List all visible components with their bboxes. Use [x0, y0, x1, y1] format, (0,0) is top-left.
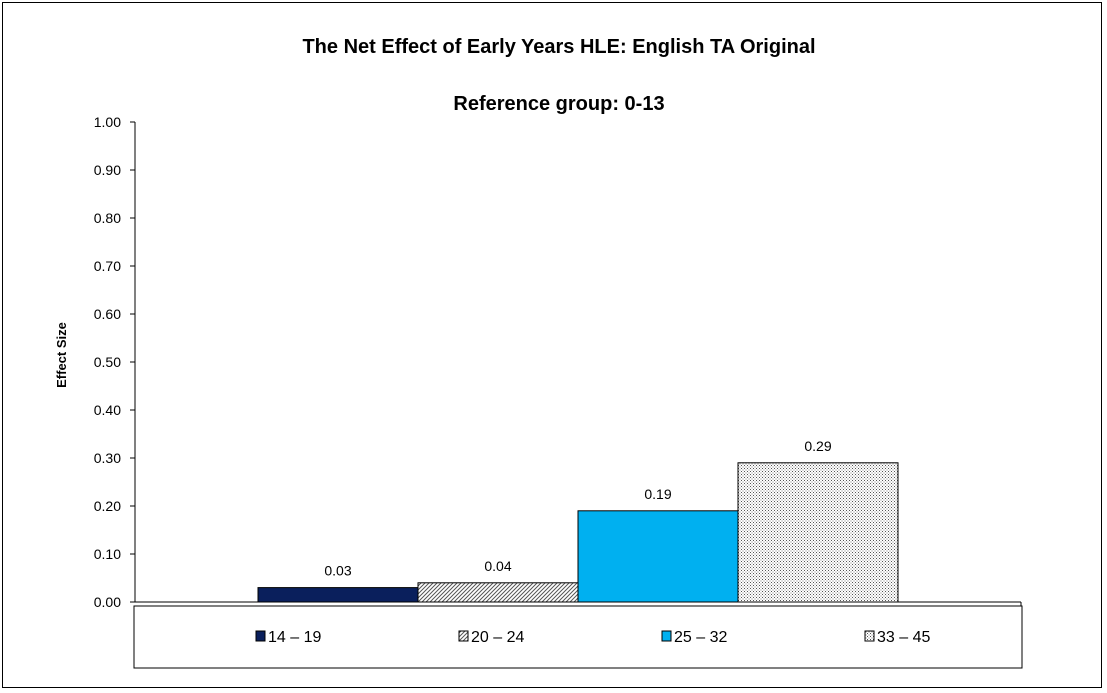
- y-tick-label: 0.70: [94, 258, 121, 274]
- y-tick-label: 0.90: [94, 162, 121, 178]
- legend-label: 20 – 24: [471, 629, 524, 646]
- y-tick-label: 0.20: [94, 498, 121, 514]
- bar-4: [737, 462, 899, 603]
- legend-label: 14 – 19: [268, 629, 321, 646]
- data-label: 0.04: [484, 558, 511, 574]
- legend-swatch: [255, 630, 266, 642]
- legend-label: 25 – 32: [674, 629, 727, 646]
- legend: 14 – 19 20 – 24 25 – 32 33 – 45: [133, 605, 1023, 669]
- chart-subtitle: Reference group: 0-13: [453, 93, 664, 115]
- legend-swatch: [661, 630, 672, 642]
- legend-label: 33 – 45: [877, 629, 930, 646]
- y-axis: 0.00 0.10 0.20 0.30 0.40 0.50 0.60 0.70 0.80 0.90…: [94, 114, 1022, 610]
- data-labels: 0.03 0.04 0.19 0.29: [324, 438, 831, 579]
- bar-1: [257, 587, 419, 603]
- y-tick-label: 1.00: [94, 114, 121, 130]
- data-label: 0.19: [644, 486, 671, 502]
- y-tick-label: 0.30: [94, 450, 121, 466]
- y-axis-label: Effect Size: [54, 322, 69, 388]
- bars: [257, 462, 899, 603]
- legend-swatch: [864, 630, 875, 642]
- data-label: 0.29: [804, 438, 831, 454]
- y-tick-label: 0.60: [94, 306, 121, 322]
- bar-3: [577, 510, 739, 603]
- legend-swatch: [458, 630, 469, 642]
- y-tick-label: 0.40: [94, 402, 121, 418]
- data-label: 0.03: [324, 563, 351, 579]
- y-tick-label: 0.50: [94, 354, 121, 370]
- y-tick-label: 0.10: [94, 546, 121, 562]
- bar-2: [417, 582, 579, 603]
- y-tick-label: 0.80: [94, 210, 121, 226]
- y-tick-label: 0.00: [94, 594, 121, 610]
- chart-title: The Net Effect of Early Years HLE: Engli…: [302, 36, 815, 58]
